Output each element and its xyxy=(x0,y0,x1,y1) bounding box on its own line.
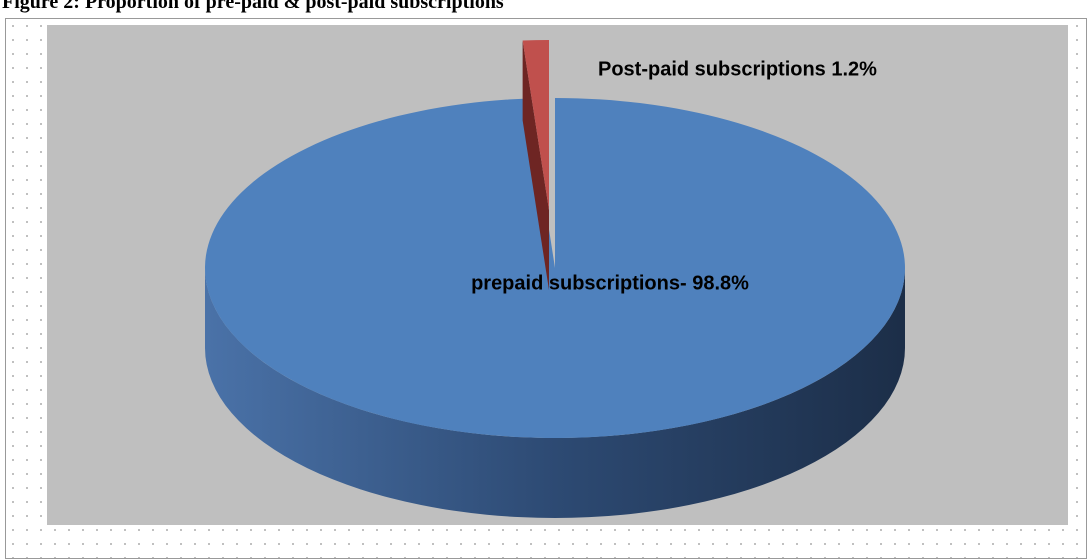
data-label: prepaid subscriptions- 98.8% xyxy=(471,272,749,294)
chart-title: Figure 2: Proportion of pre-paid & post-… xyxy=(2,0,504,13)
pie-slice xyxy=(204,98,905,438)
pie-side xyxy=(205,268,905,518)
pie-cut-face xyxy=(522,40,549,290)
data-label: Post-paid subscriptions 1.2% xyxy=(598,58,877,80)
pie-slice xyxy=(522,40,549,210)
